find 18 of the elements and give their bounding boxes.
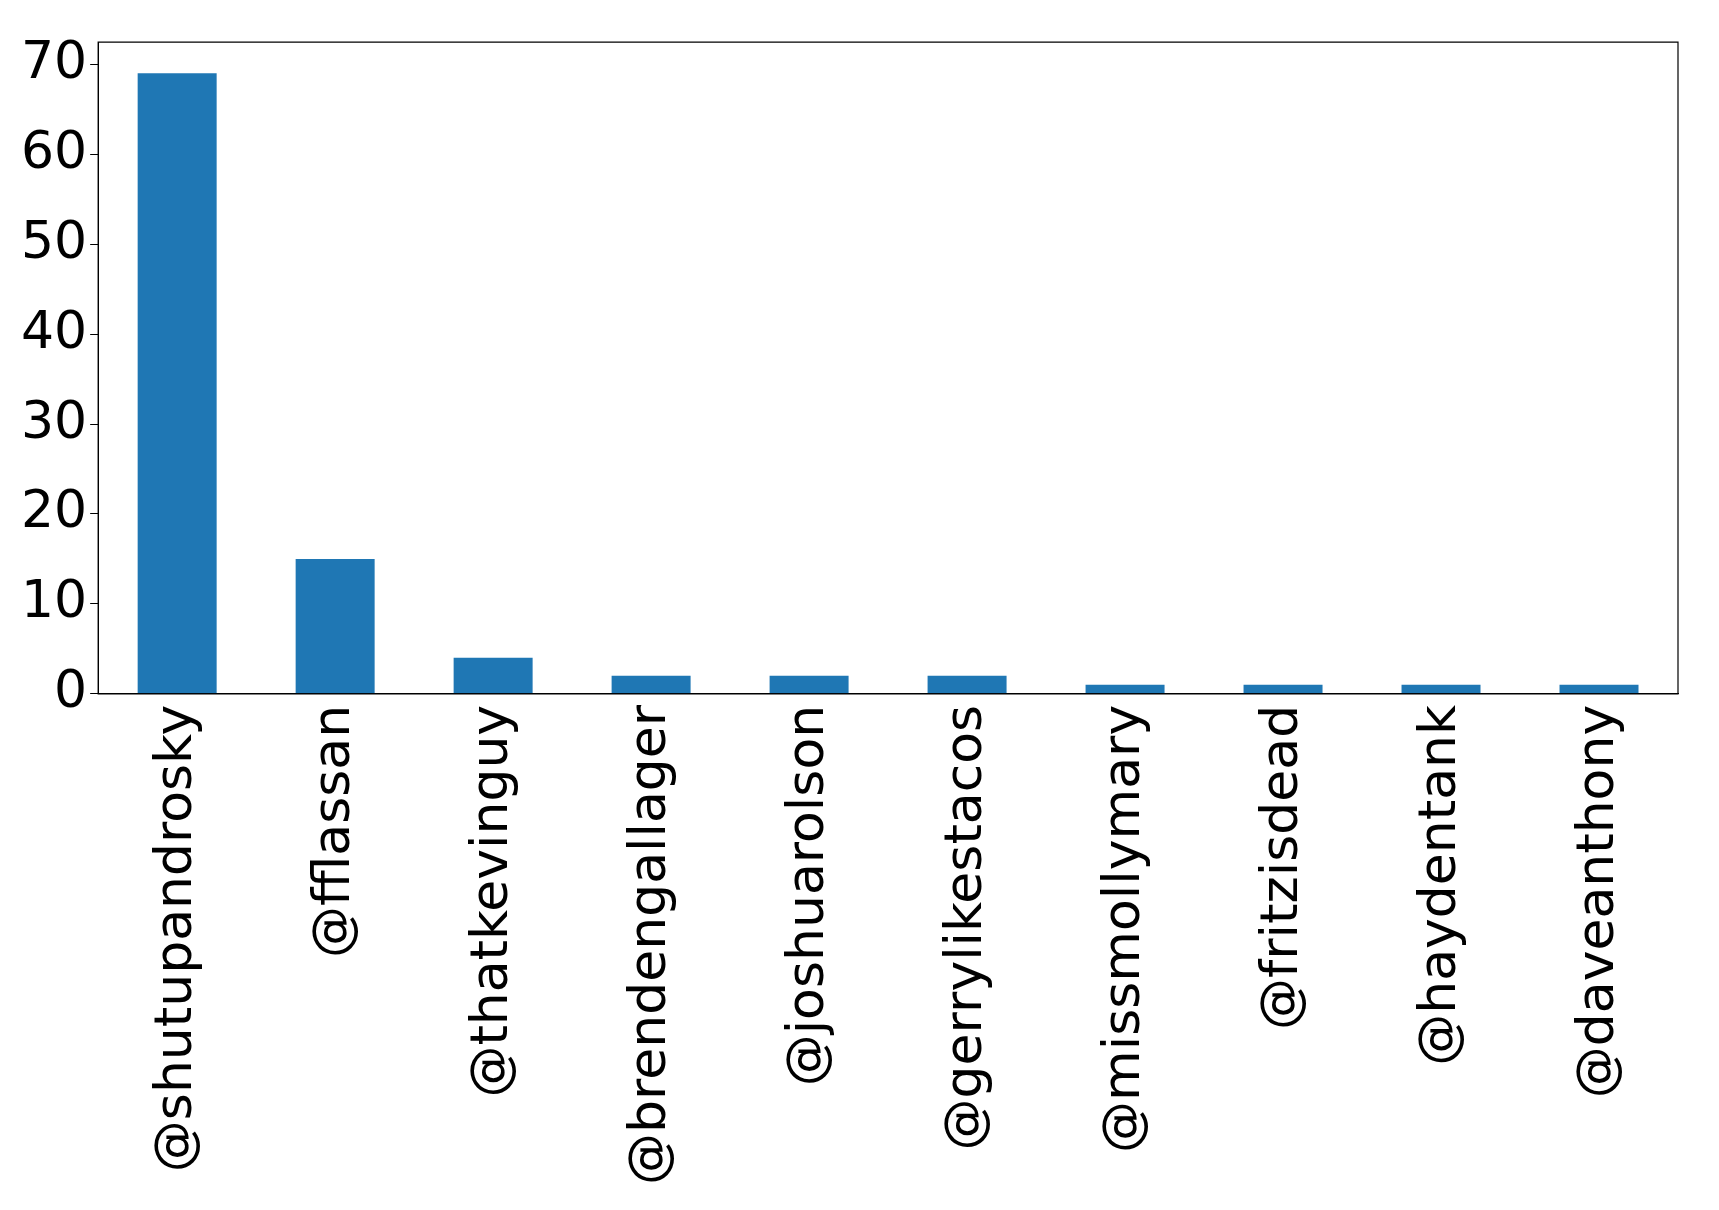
y-tick-label: 40 [21, 299, 88, 360]
y-tick-label: 10 [21, 569, 88, 630]
x-tick-label: @missmollymary [1090, 704, 1151, 1153]
x-tick-label: @daveanthony [1564, 704, 1625, 1099]
x-tick-label: @shutupandrosky [142, 704, 203, 1173]
x-tick-label: @joshuarolson [774, 704, 835, 1087]
y-tick-label: 60 [21, 119, 88, 180]
y-tick-label: 0 [54, 659, 88, 720]
x-tick-label: @fritzisdead [1248, 704, 1309, 1031]
y-tick-label: 30 [21, 389, 88, 450]
x-tick-label: @haydentank [1406, 704, 1467, 1066]
x-tick-label: @brendengallager [616, 704, 677, 1186]
x-tick-label: @gerrylikestacos [932, 704, 993, 1151]
y-tick-label: 50 [21, 209, 88, 270]
x-tick-label: @fflassan [300, 704, 361, 958]
x-tick-label: @thatkevinguy [458, 704, 519, 1098]
y-tick-label: 20 [21, 479, 88, 540]
y-tick-label: 70 [21, 29, 88, 90]
